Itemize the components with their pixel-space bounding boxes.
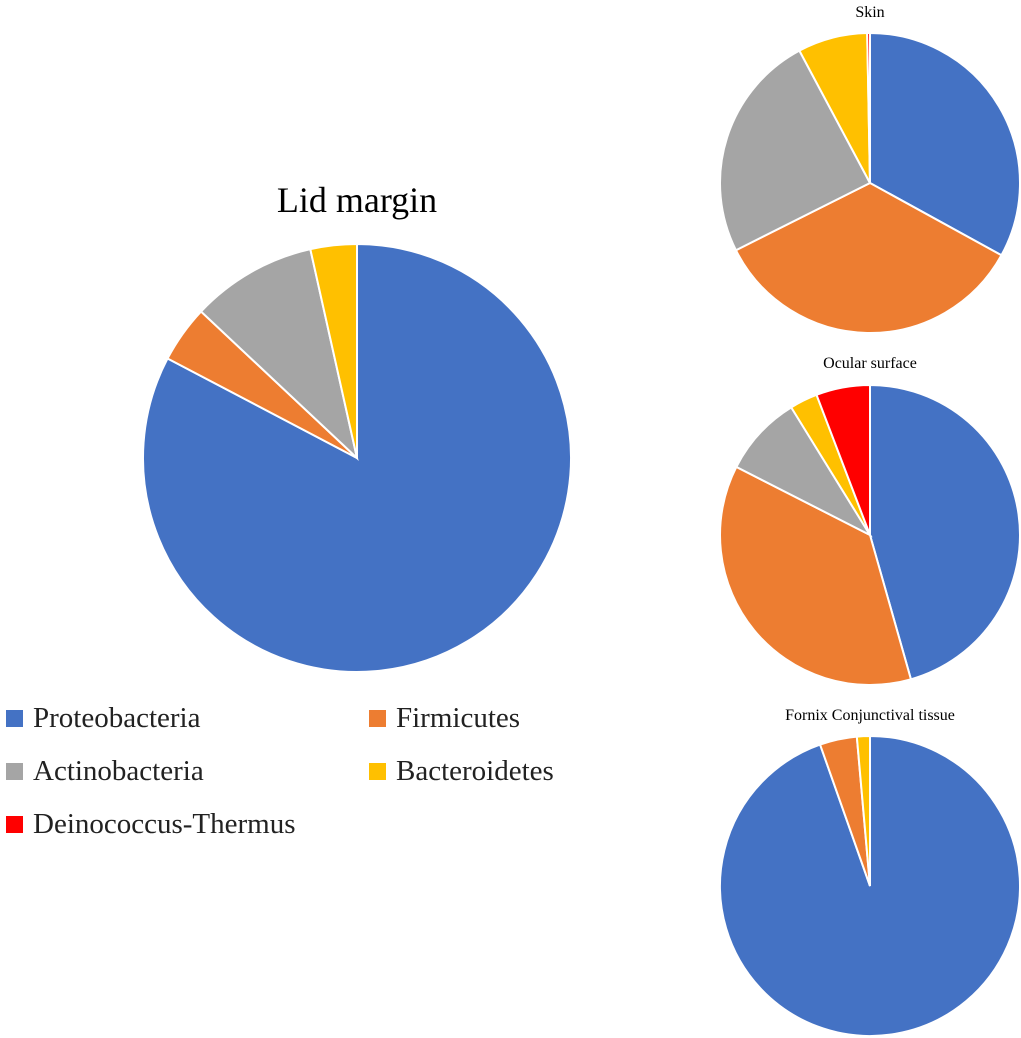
legend-swatch: [6, 816, 23, 833]
pie-slice-actinobacteria: [735, 405, 873, 538]
pie-title: Ocular surface: [823, 355, 917, 372]
pie-title: Skin: [855, 4, 884, 21]
pie-slice-deinococcus-thermus: [866, 31, 871, 184]
pie-slice-bacteroidetes: [855, 734, 871, 887]
pie-slice-firmicutes: [719, 465, 913, 686]
legend-swatch: [369, 763, 386, 780]
pie-slice-proteobacteria: [869, 31, 1021, 257]
legend-label: Actinobacteria: [33, 755, 204, 787]
pie-title: Fornix Conjunctival tissue: [785, 707, 955, 724]
pie-slice-actinobacteria: [719, 49, 872, 252]
legend-label: Firmicutes: [396, 702, 521, 734]
pie-slice-actinobacteria: [199, 247, 359, 461]
pie-slice-proteobacteria: [719, 734, 1021, 1037]
legend-item-bacteroidetes: Bacteroidetes: [369, 755, 554, 788]
pie-slice-bacteroidetes: [309, 242, 358, 459]
pie-slice-proteobacteria: [869, 383, 1021, 681]
legend-swatch: [369, 710, 386, 727]
legend-label: Proteobacteria: [33, 702, 201, 734]
pie-slice-firmicutes: [734, 181, 1003, 334]
legend-swatch: [6, 763, 23, 780]
legend-item-actinobacteria: Actinobacteria: [6, 755, 204, 788]
pie-title: Lid margin: [277, 180, 437, 220]
legend-item-deinococcus-thermus: Deinococcus-Thermus: [6, 808, 296, 841]
legend-label: Deinococcus-Thermus: [33, 808, 296, 840]
legend-item-firmicutes: Firmicutes: [369, 702, 520, 735]
legend-label: Bacteroidetes: [396, 755, 554, 787]
legend-item-proteobacteria: Proteobacteria: [6, 702, 200, 735]
legend-swatch: [6, 710, 23, 727]
pie-slice-deinococcus-thermus: [815, 383, 871, 536]
